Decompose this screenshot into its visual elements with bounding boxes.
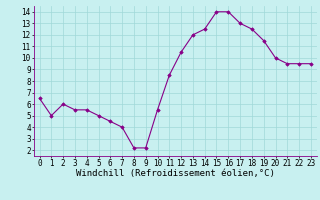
- X-axis label: Windchill (Refroidissement éolien,°C): Windchill (Refroidissement éolien,°C): [76, 169, 275, 178]
